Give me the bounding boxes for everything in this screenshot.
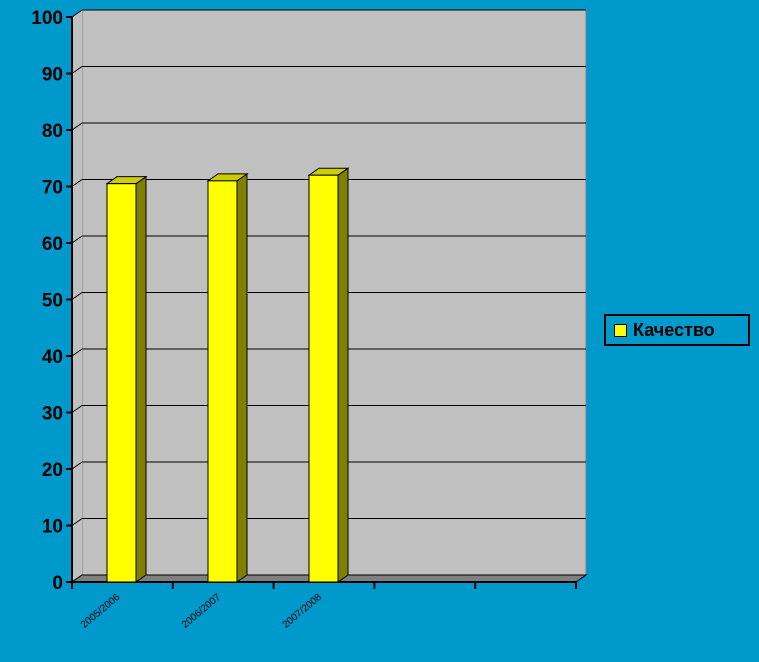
bar-side <box>337 167 349 583</box>
bar-side <box>135 175 147 583</box>
gridline-side <box>71 66 83 74</box>
x-axis-ticks: 2005/2006 2006/2007 2007/2008 <box>71 582 577 631</box>
y-tick-label: 50 <box>42 291 63 312</box>
y-tick-label: 80 <box>42 121 63 142</box>
gridline-side <box>71 348 83 357</box>
gridline-side <box>71 518 83 526</box>
gridline-side <box>71 235 83 244</box>
y-tick-label: 90 <box>42 65 63 86</box>
y-tick-label: 0 <box>52 573 63 594</box>
y-tick-label: 60 <box>42 234 63 255</box>
y-tick-label: 20 <box>42 460 63 481</box>
y-tick-label: 30 <box>42 404 63 425</box>
legend-swatch <box>614 323 627 337</box>
y-tick-label: 70 <box>42 178 63 199</box>
bar-front <box>207 180 238 583</box>
bar <box>307 167 350 583</box>
gridline-side <box>71 461 83 470</box>
gridline-side <box>71 122 83 131</box>
gridline-side <box>71 9 83 18</box>
x-tick-label: 2005/2006 <box>79 592 123 631</box>
y-tick-label: 40 <box>42 347 63 368</box>
gridline-side <box>71 405 83 413</box>
bar-front <box>308 174 339 583</box>
legend: Качество <box>604 314 750 346</box>
bar-front <box>106 183 137 583</box>
gridline-side <box>71 292 83 300</box>
bar <box>206 172 249 583</box>
bar-side <box>236 172 248 583</box>
gridline-side <box>71 179 83 187</box>
y-tick-label: 100 <box>31 8 63 29</box>
x-tick-label: 2006/2007 <box>180 592 224 631</box>
y-axis-ticks: 0 10 20 30 40 50 60 70 80 90 100 <box>31 8 72 594</box>
x-tick-label: 2007/2008 <box>281 592 325 631</box>
legend-label-series-1: Качество <box>633 319 715 340</box>
y-tick-label: 10 <box>42 517 63 538</box>
bars <box>105 167 350 583</box>
bar <box>105 175 148 583</box>
